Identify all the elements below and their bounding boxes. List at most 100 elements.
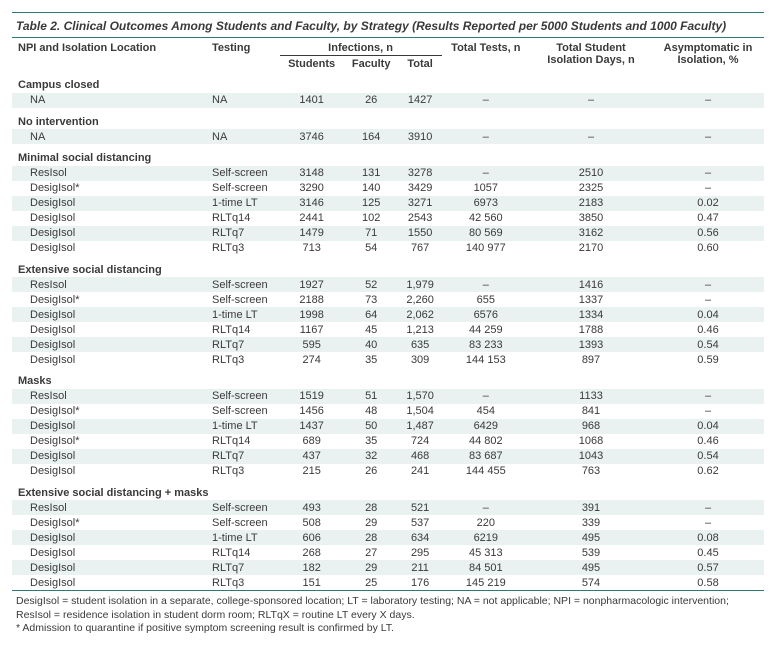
cell-npi: ResIsol (12, 389, 206, 404)
cell-inf-faculty: 29 (344, 515, 399, 530)
cell-iso-days: 1393 (530, 337, 652, 352)
cell-inf-total: 241 (399, 464, 442, 479)
cell-inf-students: 493 (280, 500, 344, 515)
cell-testing: NA (206, 93, 280, 108)
cell-asym: – (652, 181, 764, 196)
section-label: Masks (12, 367, 764, 389)
cell-asym: – (652, 500, 764, 515)
cell-inf-faculty: 64 (344, 307, 399, 322)
cell-inf-students: 595 (280, 337, 344, 352)
col-testing: Testing (206, 38, 280, 73)
cell-inf-students: 3148 (280, 166, 344, 181)
table-caption: Clinical Outcomes Among Students and Fac… (60, 19, 726, 33)
cell-asym: – (652, 129, 764, 144)
table-row: DesigIsolRLTq75954063583 23313930.54 (12, 337, 764, 352)
cell-inf-total: 176 (399, 575, 442, 590)
cell-inf-faculty: 140 (344, 181, 399, 196)
cell-asym: 0.46 (652, 322, 764, 337)
cell-asym: – (652, 292, 764, 307)
table-row: DesigIsolRLTq142682729545 3135390.45 (12, 545, 764, 560)
cell-npi: DesigIsol (12, 419, 206, 434)
cell-inf-total: 767 (399, 241, 442, 256)
cell-inf-total: 2,062 (399, 307, 442, 322)
table-row: NANA1401261427––– (12, 93, 764, 108)
cell-inf-total: 724 (399, 434, 442, 449)
cell-asym: 0.04 (652, 307, 764, 322)
cell-npi: ResIsol (12, 500, 206, 515)
cell-inf-total: 295 (399, 545, 442, 560)
col-iso-days: Total Student Isolation Days, n (530, 38, 652, 73)
cell-inf-students: 1167 (280, 322, 344, 337)
cell-testing: 1-time LT (206, 196, 280, 211)
section-label: No intervention (12, 108, 764, 130)
cell-inf-total: 1,487 (399, 419, 442, 434)
cell-testing: RLTq3 (206, 464, 280, 479)
cell-inf-total: 635 (399, 337, 442, 352)
cell-npi: DesigIsol* (12, 434, 206, 449)
cell-tests: – (442, 166, 530, 181)
cell-testing: Self-screen (206, 515, 280, 530)
cell-asym: 0.58 (652, 575, 764, 590)
cell-tests: – (442, 389, 530, 404)
cell-inf-total: 468 (399, 449, 442, 464)
cell-tests: 83 233 (442, 337, 530, 352)
cell-inf-total: 1550 (399, 226, 442, 241)
cell-testing: NA (206, 129, 280, 144)
cell-testing: Self-screen (206, 389, 280, 404)
table-row: ResIsolSelf-screen1519511,570–1133– (12, 389, 764, 404)
cell-inf-students: 2441 (280, 211, 344, 226)
cell-iso-days: 968 (530, 419, 652, 434)
cell-iso-days: 391 (530, 500, 652, 515)
cell-testing: 1-time LT (206, 530, 280, 545)
cell-tests: 1057 (442, 181, 530, 196)
table-header: NPI and Isolation Location Testing Infec… (12, 38, 764, 73)
col-infections-label: Infections, n (328, 42, 393, 54)
section-header-row: Masks (12, 367, 764, 389)
cell-inf-faculty: 131 (344, 166, 399, 181)
cell-iso-days: 3162 (530, 226, 652, 241)
cell-asym: 0.57 (652, 560, 764, 575)
cell-tests: 144 455 (442, 464, 530, 479)
cell-tests: 145 219 (442, 575, 530, 590)
cell-npi: DesigIsol* (12, 515, 206, 530)
table-row: ResIsolSelf-screen31481313278–2510– (12, 166, 764, 181)
cell-inf-faculty: 51 (344, 389, 399, 404)
cell-asym: – (652, 166, 764, 181)
cell-inf-faculty: 102 (344, 211, 399, 226)
section-label: Extensive social distancing + masks (12, 479, 764, 501)
cell-inf-faculty: 28 (344, 500, 399, 515)
cell-npi: DesigIsol (12, 226, 206, 241)
cell-tests: 6576 (442, 307, 530, 322)
cell-inf-faculty: 40 (344, 337, 399, 352)
table-row: DesigIsol*RLTq146893572444 80210680.46 (12, 434, 764, 449)
cell-inf-faculty: 71 (344, 226, 399, 241)
clinical-outcomes-table: NPI and Isolation Location Testing Infec… (12, 38, 764, 590)
cell-inf-faculty: 35 (344, 352, 399, 367)
cell-iso-days: 1334 (530, 307, 652, 322)
cell-tests: 45 313 (442, 545, 530, 560)
cell-asym: – (652, 515, 764, 530)
cell-npi: DesigIsol (12, 241, 206, 256)
table-row: DesigIsolRLTq315125176145 2195740.58 (12, 575, 764, 590)
cell-iso-days: 897 (530, 352, 652, 367)
cell-asym: 0.59 (652, 352, 764, 367)
cell-asym: 0.46 (652, 434, 764, 449)
cell-inf-faculty: 164 (344, 129, 399, 144)
cell-inf-students: 1456 (280, 404, 344, 419)
section-header-row: Extensive social distancing + masks (12, 479, 764, 501)
cell-testing: RLTq7 (206, 449, 280, 464)
cell-iso-days: 3850 (530, 211, 652, 226)
cell-inf-students: 437 (280, 449, 344, 464)
cell-testing: RLTq14 (206, 434, 280, 449)
cell-tests: 220 (442, 515, 530, 530)
cell-tests: 80 569 (442, 226, 530, 241)
table-row: DesigIsolRLTq71822921184 5014950.57 (12, 560, 764, 575)
cell-testing: Self-screen (206, 166, 280, 181)
cell-npi: DesigIsol (12, 211, 206, 226)
cell-asym: – (652, 277, 764, 292)
cell-iso-days: 339 (530, 515, 652, 530)
cell-asym: 0.47 (652, 211, 764, 226)
cell-inf-total: 521 (399, 500, 442, 515)
cell-testing: RLTq7 (206, 337, 280, 352)
cell-npi: DesigIsol* (12, 292, 206, 307)
